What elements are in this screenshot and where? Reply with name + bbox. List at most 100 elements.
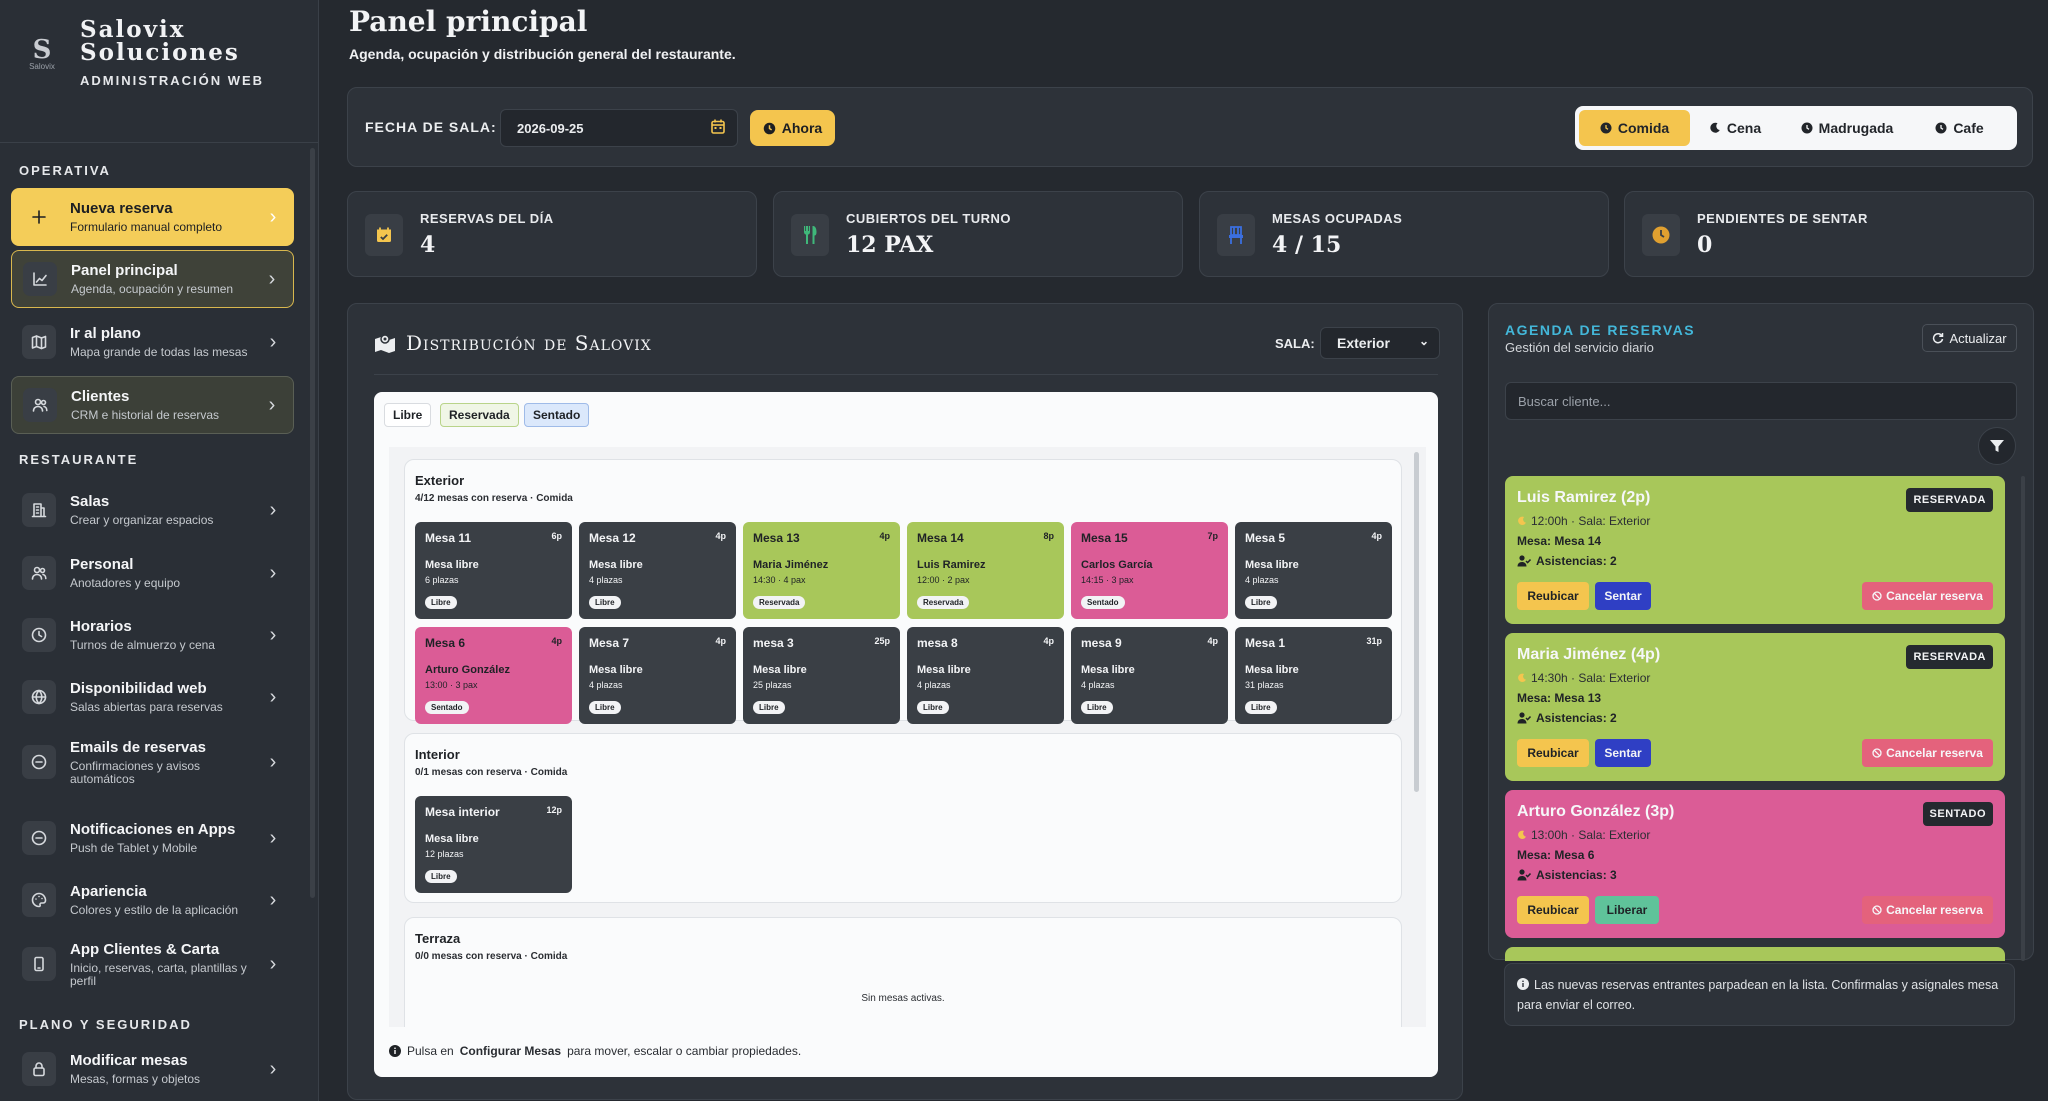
relocate-button[interactable]: Reubicar [1517, 896, 1589, 924]
table-capacity: 4p [1207, 636, 1218, 646]
zone-summary: 4/12 mesas con reserva · Comida [415, 493, 573, 504]
zone-terraza: Terraza 0/0 mesas con reserva · Comida Sin… [404, 917, 1402, 1027]
table-card[interactable]: Mesa 13 4p Maria Jiménez 14:30 · 4 pax Reser… [743, 522, 900, 619]
sidebar-item-label: Personal [70, 556, 134, 573]
table-guest: Mesa libre [917, 664, 971, 676]
client-search-input[interactable] [1505, 382, 2017, 420]
stat-label: PENDIENTES DE SENTAR [1697, 211, 1868, 226]
table-card[interactable]: mesa 9 4p Mesa libre 4 plazas Libre [1071, 627, 1228, 724]
agenda-note-text: Las nuevas reservas entrantes parpadean … [1517, 978, 1999, 1012]
table-card[interactable]: Mesa 12 4p Mesa libre 4 plazas Libre [579, 522, 736, 619]
sidebar-item-panel-principal[interactable]: Panel principal Agenda, ocupación y resum… [11, 250, 294, 308]
table-capacity: 4p [715, 531, 726, 541]
table-name: Mesa 7 [589, 636, 630, 650]
sidebar-scrollbar[interactable] [310, 148, 315, 898]
reservation-status-badge: RESERVADA [1906, 488, 1993, 512]
sidebar-item-app-clientes-carta[interactable]: App Clientes & Carta Inicio, reservas, ca… [11, 935, 294, 993]
chevron-right-icon: › [269, 623, 277, 646]
reservation-list-scrollbar[interactable] [2021, 476, 2025, 961]
calendar-icon[interactable] [711, 119, 725, 139]
table-card[interactable]: Mesa 14 8p Luis Ramirez 12:00 · 2 pax Reserv… [907, 522, 1064, 619]
moon-icon [1710, 122, 1720, 133]
reservation-table: Mesa: Mesa 14 [1517, 534, 1602, 548]
cancel-reservation-button[interactable]: Cancelar reserva [1862, 739, 1993, 767]
cancel-reservation-button[interactable]: Cancelar reserva [1862, 896, 1993, 924]
reservation-card[interactable]: Maria Jiménez (4p) RESERVADA 14:30h · Sala… [1505, 633, 2005, 781]
sidebar-item-clientes[interactable]: Clientes CRM e historial de reservas › [11, 376, 294, 434]
table-card[interactable]: Mesa 6 4p Arturo González 13:00 · 3 pax Sent… [415, 627, 572, 724]
relocate-button[interactable]: Reubicar [1517, 582, 1589, 610]
cancel-label: Cancelar reserva [1886, 903, 1983, 917]
table-card[interactable]: Mesa 5 4p Mesa libre 4 plazas Libre [1235, 522, 1392, 619]
floor-map-scroll-area[interactable]: Exterior 4/12 mesas con reserva · Comida M… [389, 447, 1426, 1027]
shift-cafe[interactable]: Cafe [1914, 110, 2005, 146]
table-card[interactable]: mesa 8 4p Mesa libre 4 plazas Libre [907, 627, 1064, 724]
table-info: 14:30 · 4 pax [753, 575, 806, 585]
agenda-info-note: Las nuevas reservas entrantes parpadean … [1504, 963, 2015, 1026]
sidebar-item-desc: Salas abiertas para reservas [70, 700, 223, 714]
reservation-time-sala: 12:00h · Sala: Exterior [1531, 514, 1651, 528]
table-status-badge: Libre [1245, 596, 1277, 609]
sidebar-item-salas[interactable]: Salas Crear y organizar espacios › [11, 481, 294, 539]
stat-value: 4 [420, 232, 436, 258]
table-name: Mesa 6 [425, 636, 466, 650]
now-button-label: Ahora [781, 120, 823, 136]
table-card[interactable]: Mesa 7 4p Mesa libre 4 plazas Libre [579, 627, 736, 724]
table-card[interactable]: Mesa interior 12p Mesa libre 12 plazas Libre [415, 796, 572, 893]
stat-label: CUBIERTOS DEL TURNO [846, 211, 1012, 226]
sidebar-item-horarios[interactable]: Horarios Turnos de almuerzo y cena › [11, 606, 294, 664]
relocate-button[interactable]: Reubicar [1517, 739, 1589, 767]
sidebar-item-notificaciones-en-apps[interactable]: Notificaciones en Apps Push de Tablet y M… [11, 809, 294, 867]
floor-map-scrollbar[interactable] [1414, 452, 1419, 792]
table-info: 12 plazas [425, 849, 464, 859]
release-button[interactable]: Liberar [1595, 896, 1659, 924]
table-card[interactable]: Mesa 11 6p Mesa libre 6 plazas Libre [415, 522, 572, 619]
clock-icon [1642, 214, 1680, 256]
cancel-reservation-button[interactable]: Cancelar reserva [1862, 582, 1993, 610]
refresh-button[interactable]: Actualizar [1922, 324, 2017, 352]
seat-button[interactable]: Sentar [1595, 582, 1651, 610]
table-status-badge: Reservada [753, 596, 806, 609]
shift-comida[interactable]: Comida [1579, 110, 1690, 146]
footer-suffix: para mover, escalar o cambiar propiedade… [567, 1044, 802, 1058]
sidebar-item-modificar-mesas[interactable]: Modificar mesas Mesas, formas y objetos › [11, 1040, 294, 1098]
reservation-list[interactable]: Luis Ramirez (2p) RESERVADA 12:00h · Sala:… [1505, 476, 2017, 961]
table-status-badge: Sentado [425, 701, 469, 714]
date-input[interactable] [500, 109, 738, 147]
sidebar-item-apariencia[interactable]: Apariencia Colores y estilo de la aplicac… [11, 871, 294, 929]
reservation-card-partial[interactable] [1505, 947, 2005, 961]
chevron-right-icon: › [268, 393, 276, 416]
phone-icon [22, 947, 56, 981]
sidebar-item-label: Apariencia [70, 883, 147, 900]
table-name: Mesa 11 [425, 531, 472, 545]
table-card[interactable]: Mesa 1 31p Mesa libre 31 plazas Libre [1235, 627, 1392, 724]
sala-select[interactable]: Exterior ⌄ [1320, 327, 1440, 359]
sidebar-item-personal[interactable]: Personal Anotadores y equipo › [11, 544, 294, 602]
seat-button[interactable]: Sentar [1595, 739, 1651, 767]
sidebar-item-label: Notificaciones en Apps [70, 821, 236, 838]
sidebar-item-emails-de-reservas[interactable]: Emails de reservas Confirmaciones y aviso… [11, 733, 294, 791]
shift-madrugada[interactable]: Madrugada [1780, 110, 1914, 146]
chevron-right-icon: › [269, 888, 277, 911]
now-button[interactable]: Ahora [750, 110, 835, 146]
sidebar-item-nueva-reserva[interactable]: Nueva reserva Formulario manual completo › [11, 188, 294, 246]
table-capacity: 25p [874, 636, 890, 646]
brand-logo: S Salovix [22, 32, 62, 76]
reservation-card[interactable]: Luis Ramirez (2p) RESERVADA 12:00h · Sala:… [1505, 476, 2005, 624]
shift-cena[interactable]: Cena [1690, 110, 1780, 146]
reservation-name: Luis Ramirez (2p) [1517, 489, 1651, 506]
table-card[interactable]: mesa 3 25p Mesa libre 25 plazas Libre [743, 627, 900, 724]
table-status-badge: Libre [917, 701, 949, 714]
table-name: mesa 3 [753, 636, 794, 650]
stat-card-2: CUBIERTOS DEL TURNO 12 PAX [773, 191, 1183, 277]
table-capacity: 4p [551, 636, 562, 646]
sidebar-item-ir-al-plano[interactable]: Ir al plano Mapa grande de todas las mesa… [11, 313, 294, 371]
filter-button[interactable] [1978, 427, 2016, 465]
configure-tables-link[interactable]: Configurar Mesas [459, 1044, 562, 1058]
sidebar-item-disponibilidad-web[interactable]: Disponibilidad web Salas abiertas para re… [11, 668, 294, 726]
floor-map: Libre Reservada Sentado Exterior 4/12 mes… [374, 392, 1438, 1077]
reservation-time-sala: 13:00h · Sala: Exterior [1531, 828, 1651, 842]
clock-icon [22, 618, 56, 652]
reservation-card[interactable]: Arturo González (3p) SENTADO 13:00h · Sala… [1505, 790, 2005, 938]
table-card[interactable]: Mesa 15 7p Carlos García 14:15 · 3 pax Senta… [1071, 522, 1228, 619]
